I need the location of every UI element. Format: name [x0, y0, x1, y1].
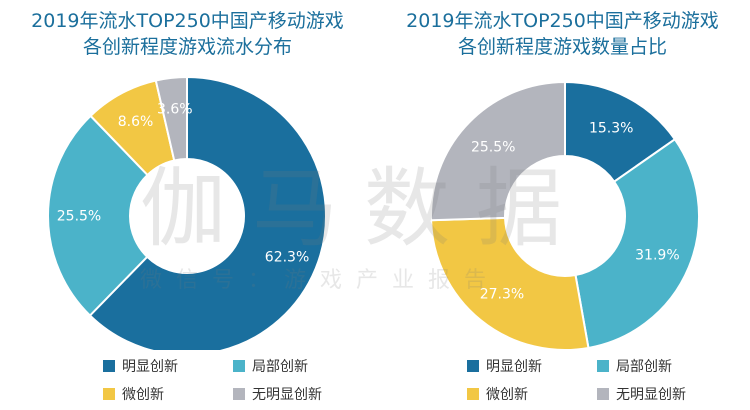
chart-1-title-line-2: 各创新程度游戏流水分布	[82, 36, 292, 58]
chart-2-legend-swatch	[467, 360, 479, 372]
chart-1-legend-item: 局部创新	[233, 356, 353, 376]
chart-2-legend: 明显创新 局部创新微创新 无明显创新	[467, 356, 727, 404]
chart-2-legend-label: 明显创新	[486, 359, 542, 375]
donut-chart-revenue: 62.3% 25.5% 8.6%3.6%	[47, 75, 327, 350]
chart-2-legend-label: 微创新	[486, 387, 528, 403]
chart-1-legend: 明显创新 局部创新微创新 无明显创新	[103, 356, 363, 404]
chart-1-legend-label: 局部创新	[252, 359, 308, 375]
chart-2-legend-swatch	[597, 388, 609, 400]
chart-2-slice-label-2: 31.9%	[635, 247, 679, 263]
chart-2-legend-swatch	[597, 360, 609, 372]
chart-1-title-line-1: 2019年流水TOP250中国产移动游戏	[31, 10, 344, 32]
chart-1-legend-swatch	[103, 360, 115, 372]
chart-2-slice-label-4: 25.5%	[471, 139, 515, 155]
chart-1-legend-item: 微创新	[103, 384, 223, 404]
chart-1-legend-item: 无明显创新	[233, 384, 353, 404]
chart-2-legend-item: 微创新	[467, 384, 587, 404]
chart-1-slice-1	[88, 75, 327, 350]
chart-2-slice-1	[564, 80, 677, 184]
chart-1-slice-label-4: 3.6%	[157, 102, 193, 118]
chart-2-legend-swatch	[467, 388, 479, 400]
donut-chart-count: 15.3% 31.9% 27.3% 25.5%	[430, 80, 700, 350]
chart-2-title-line-1: 2019年流水TOP250中国产移动游戏	[406, 10, 719, 32]
chart-1-slice-label-1: 62.3%	[265, 250, 309, 266]
chart-1-legend-swatch	[233, 388, 245, 400]
chart-2-legend-label: 局部创新	[616, 359, 672, 375]
chart-2-slice-2	[574, 137, 700, 350]
chart-2-title-line-2: 各创新程度游戏数量占比	[457, 36, 667, 58]
chart-2-legend-item: 局部创新	[597, 356, 717, 376]
chart-1-legend-label: 明显创新	[122, 359, 178, 375]
chart-2-slice-4	[430, 80, 566, 222]
chart-1-slice-4	[154, 75, 188, 162]
chart-2-legend-label: 无明显创新	[616, 387, 686, 403]
chart-1-slice-2	[47, 114, 149, 317]
chart-2-slice-label-3: 27.3%	[480, 287, 524, 303]
chart-2-title: 2019年流水TOP250中国产移动游戏 各创新程度游戏数量占比	[375, 8, 750, 60]
chart-2-slice-3	[430, 216, 590, 350]
chart-1-legend-swatch	[103, 388, 115, 400]
chart-1-legend-swatch	[233, 360, 245, 372]
chart-1-legend-label: 无明显创新	[252, 387, 322, 403]
chart-2-legend-item: 明显创新	[467, 356, 587, 376]
chart-2-slice-label-1: 15.3%	[589, 120, 633, 136]
chart-1-title: 2019年流水TOP250中国产移动游戏 各创新程度游戏流水分布	[0, 8, 375, 60]
chart-1-slice-label-2: 25.5%	[57, 209, 101, 225]
chart-1-slice-label-3: 8.6%	[118, 114, 154, 130]
chart-1-legend-item: 明显创新	[103, 356, 223, 376]
chart-1-legend-label: 微创新	[122, 387, 164, 403]
chart-2-legend-item: 无明显创新	[597, 384, 717, 404]
